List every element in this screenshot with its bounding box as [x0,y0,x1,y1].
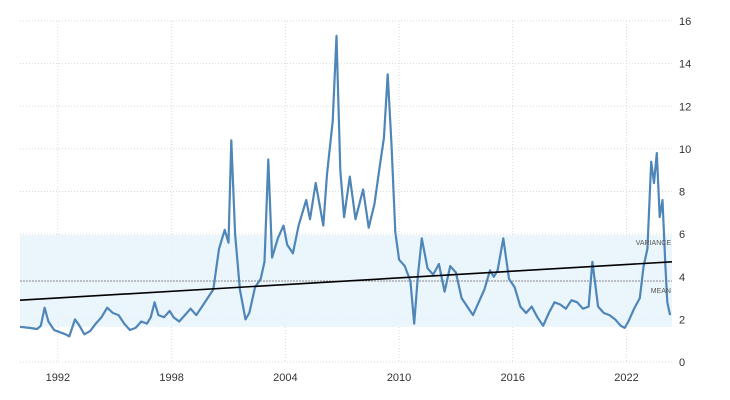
y-tick-label: 6 [679,229,685,241]
y-tick-label: 10 [679,144,691,156]
mean-label: MEAN [651,288,671,295]
y-tick-label: 8 [679,187,685,199]
variance-label: VARIANCE [636,240,672,247]
series-line [19,34,672,338]
y-tick-label: 4 [679,272,685,284]
y-tick-label: 14 [679,59,691,71]
trend-line [19,261,673,301]
y-tick-label: 16 [679,16,691,28]
x-tick-label: 2016 [501,372,525,384]
y-tick-label: 2 [679,314,685,326]
x-tick-label: 2022 [614,372,638,384]
y-tick-label: 12 [679,101,691,113]
x-tick-label: 2010 [387,372,411,384]
y-axis-ticks: 0 2 4 6 8 10 12 14 16 [679,16,691,369]
x-tick-label: 2004 [273,372,297,384]
y-tick-label: 0 [679,357,685,369]
x-tick-label: 1998 [159,372,183,384]
x-axis-ticks: 1992 1998 2004 2010 2016 2022 [46,372,639,384]
x-tick-label: 1992 [46,372,70,384]
